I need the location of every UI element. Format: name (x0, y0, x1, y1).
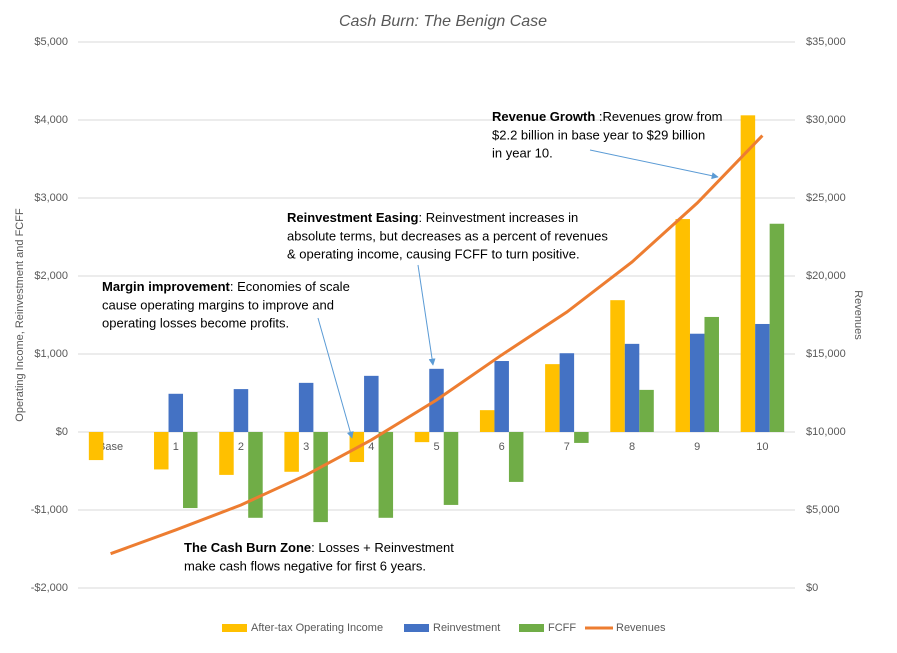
x-tick-label: 10 (756, 441, 768, 453)
bar (624, 343, 640, 432)
legend-label: FCFF (548, 622, 576, 634)
bar (559, 353, 575, 432)
bar (769, 223, 785, 432)
bars (88, 115, 785, 523)
arrow (589, 149, 719, 180)
bar (508, 432, 524, 482)
annotation-heading: Revenue Growth (492, 109, 595, 124)
bar (443, 432, 459, 505)
bar (704, 316, 719, 432)
y-tick-label: $2,000 (34, 270, 68, 282)
bar (284, 432, 299, 472)
bar (639, 389, 654, 432)
legend: After-tax Operating Income Reinvestment FC… (222, 622, 666, 634)
annotation-text: : Reinvestment increases in (419, 210, 579, 225)
bar (755, 323, 770, 432)
annotation-text: absolute terms, but decreases as a perce… (287, 228, 608, 243)
x-tick-label: 1 (173, 441, 179, 453)
y-tick-label: $1,000 (34, 348, 68, 360)
annotation-text: in year 10. (492, 145, 553, 160)
legend-swatch (222, 624, 247, 632)
bar (154, 432, 169, 470)
bar (479, 410, 495, 432)
legend-label: Revenues (616, 622, 666, 634)
legend-swatch (404, 624, 429, 632)
x-tick-label: 6 (499, 441, 505, 453)
annotation-heading: Reinvestment Easing (287, 210, 419, 225)
arrow (417, 264, 436, 366)
annotation: The Cash Burn Zone: Losses + Reinvestmen… (184, 540, 454, 555)
lines (110, 134, 764, 556)
y2-tick-label: $35,000 (806, 36, 846, 48)
chart-title: Cash Burn: The Benign Case (339, 13, 547, 30)
annotation-text: make cash flows negative for first 6 yea… (184, 558, 426, 573)
annotation-text: : Losses + Reinvestment (311, 540, 454, 555)
bar (88, 432, 104, 461)
legend-label: After-tax Operating Income (251, 622, 383, 634)
y2-tick-label: $10,000 (806, 426, 846, 438)
annotation-heading: The Cash Burn Zone (184, 540, 311, 555)
x-tick-label: 3 (303, 441, 309, 453)
annotation-text: cause operating margins to improve and (102, 297, 334, 312)
bar (740, 115, 756, 432)
bar (675, 219, 690, 432)
bar (183, 432, 198, 509)
annotation-text: & operating income, causing FCFF to turn… (287, 246, 580, 261)
bar (313, 432, 328, 523)
y-tick-label: -$2,000 (31, 582, 68, 594)
bar (219, 432, 234, 475)
annotations: Revenue Growth :Revenues grow from $2.2 b… (102, 109, 722, 573)
y-axis-title: Operating Income, Reinvestment and FCFF (14, 208, 26, 422)
legend-label: Reinvestment (433, 622, 500, 634)
y2-tick-label: $20,000 (806, 270, 846, 282)
y2-tick-label: $15,000 (806, 348, 846, 360)
y-tick-label: $4,000 (34, 114, 68, 126)
x-tick-label: 8 (629, 441, 635, 453)
arrow (317, 317, 354, 439)
annotation-text: :Revenues grow from (595, 109, 722, 124)
y-tick-label: $3,000 (34, 192, 68, 204)
y2-tick-label: $5,000 (806, 504, 840, 516)
x-tick-label: Base (98, 441, 123, 453)
annotation-text: $2.2 billion in base year to $29 billion (492, 127, 705, 142)
bar (689, 333, 705, 432)
bar (574, 432, 589, 443)
legend-swatch (519, 624, 544, 632)
revenue-line (110, 134, 764, 556)
x-tick-label: 4 (368, 441, 374, 453)
bar (298, 382, 314, 432)
bar (414, 432, 430, 443)
annotation: Margin improvement: Economies of scale (102, 279, 350, 294)
y-tick-label: $0 (56, 426, 68, 438)
bar (364, 375, 379, 432)
grid: -$2,000 -$1,000 $0 $1,000 $2,000 $3,000 $4,000… (31, 36, 846, 594)
x-tick-label: 9 (694, 441, 700, 453)
annotation: Reinvestment Easing: Reinvestment increa… (287, 210, 578, 225)
annotation-heading: Margin improvement (102, 279, 231, 294)
y2-axis-title: Revenues (852, 290, 864, 340)
annotation-text: : Economies of scale (230, 279, 350, 294)
bar (378, 432, 394, 518)
x-tick-label: 2 (238, 441, 244, 453)
x-tick-label: 7 (564, 441, 570, 453)
bar (610, 300, 625, 432)
bar (494, 361, 509, 432)
bar (168, 393, 184, 432)
annotation-text: operating losses become profits. (102, 315, 289, 330)
y-tick-label: $5,000 (34, 36, 68, 48)
bar (248, 432, 263, 518)
y-tick-label: -$1,000 (31, 504, 68, 516)
annotation: Revenue Growth :Revenues grow from (492, 109, 722, 124)
y2-tick-label: $30,000 (806, 114, 846, 126)
bar (545, 364, 560, 432)
bar (233, 389, 249, 432)
x-tick-label: 5 (433, 441, 439, 453)
y2-tick-label: $0 (806, 582, 818, 594)
y2-tick-label: $25,000 (806, 192, 846, 204)
